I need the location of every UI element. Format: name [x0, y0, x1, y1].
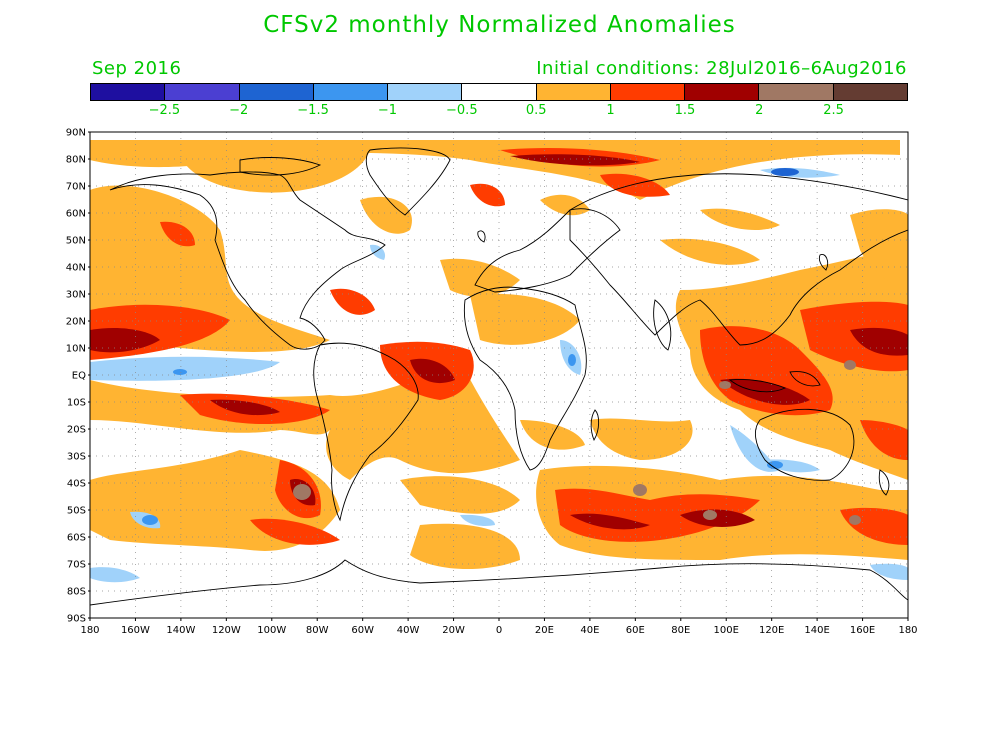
colorbar-segment: [536, 84, 611, 100]
latitude-label: 10S: [67, 398, 86, 409]
latitude-label: 90S: [67, 614, 86, 625]
latitude-label: 50N: [66, 236, 86, 247]
latitude-label: 70N: [66, 182, 86, 193]
longitude-label: 80W: [306, 625, 329, 636]
latitude-label: 60N: [66, 209, 86, 220]
longitude-label: 40W: [397, 625, 420, 636]
colorbar-segment: [165, 84, 240, 100]
longitude-label: 0: [496, 625, 502, 636]
valid-month: Sep 2016: [92, 58, 182, 79]
longitude-label: 120W: [212, 625, 241, 636]
latitude-label: 50S: [67, 506, 86, 517]
colorbar-segment: [313, 84, 389, 100]
longitude-label: 160W: [121, 625, 150, 636]
colorbar-segment: [833, 84, 907, 100]
anomaly-field: [90, 140, 908, 583]
latitude-label: 40N: [66, 263, 86, 274]
grid-lines: [90, 132, 908, 618]
latitude-label: 80N: [66, 155, 86, 166]
longitude-label: 20E: [535, 625, 554, 636]
latitude-label: 80S: [67, 587, 86, 598]
longitude-label: 100W: [257, 625, 286, 636]
colorbar-segment: [388, 84, 463, 100]
longitude-label: 180: [898, 625, 917, 636]
colorbar-segment: [91, 84, 166, 100]
colorbar-tick-label: 1.5: [674, 103, 696, 118]
initial-conditions: Initial conditions: 28Jul2016–6Aug2016: [536, 58, 907, 79]
colorbar-segment: [685, 84, 760, 100]
coastlines: [90, 147, 908, 606]
longitude-label: 80E: [671, 625, 690, 636]
latitude-label: 40S: [67, 479, 86, 490]
longitude-labels: 180 160W 140W 120W 100W 80W 60W 40W 20W 0 20E 40E 60…: [80, 618, 918, 636]
latitude-label: 20S: [67, 425, 86, 436]
colorbar-tick-label: 2: [755, 103, 764, 118]
colorbar-labels: −2.5 −2 −1.5 −1 −0.5 0.5 1 1.5 2 2.5: [90, 103, 908, 119]
latitude-label: EQ: [72, 371, 86, 382]
colorbar-tick-label: 1: [606, 103, 615, 118]
latitude-label: 30S: [67, 452, 86, 463]
colorbar-segment: [239, 84, 314, 100]
longitude-label: 100E: [714, 625, 739, 636]
longitude-label: 60E: [626, 625, 645, 636]
latitude-labels: 90N 80N 70N 60N 50N 40N 30N 20N 10N EQ 10S 20S 30S 40…: [66, 128, 90, 625]
colorbar-segment: [759, 84, 834, 100]
latitude-label: 20N: [66, 317, 86, 328]
longitude-label: 160E: [850, 625, 875, 636]
colorbar-tick-label: −0.5: [446, 103, 478, 118]
longitude-label: 40E: [580, 625, 599, 636]
colorbar-tick-label: −1.5: [297, 103, 329, 118]
longitude-label: 60W: [351, 625, 374, 636]
latitude-label: 60S: [67, 533, 86, 544]
colorbar-tick-label: −2: [229, 103, 249, 118]
latitude-label: 30N: [66, 290, 86, 301]
colorbar: [90, 83, 908, 101]
map-title: CFSv2 monthly Normalized Anomalies: [263, 12, 736, 38]
colorbar-tick-label: 2.5: [823, 103, 844, 118]
colorbar-tick-label: 0.5: [525, 103, 547, 118]
colorbar-tick-label: −2.5: [148, 103, 181, 118]
longitude-label: 140E: [804, 625, 829, 636]
colorbar-segment: [610, 84, 686, 100]
colorbar-segment: [462, 84, 537, 100]
colorbar-tick-label: −1: [377, 103, 398, 118]
longitude-label: 140W: [166, 625, 195, 636]
latitude-label: 90N: [66, 128, 86, 139]
longitude-label: 180: [80, 625, 99, 636]
latitude-label: 10N: [66, 344, 86, 355]
latitude-label: 70S: [67, 560, 86, 571]
longitude-label: 120E: [759, 625, 784, 636]
longitude-label: 20W: [442, 625, 465, 636]
